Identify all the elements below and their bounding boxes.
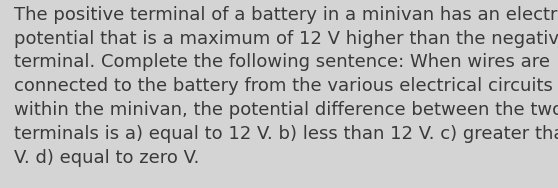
Text: The positive terminal of a battery in a minivan has an electric
potential that i: The positive terminal of a battery in a … [14, 6, 558, 167]
